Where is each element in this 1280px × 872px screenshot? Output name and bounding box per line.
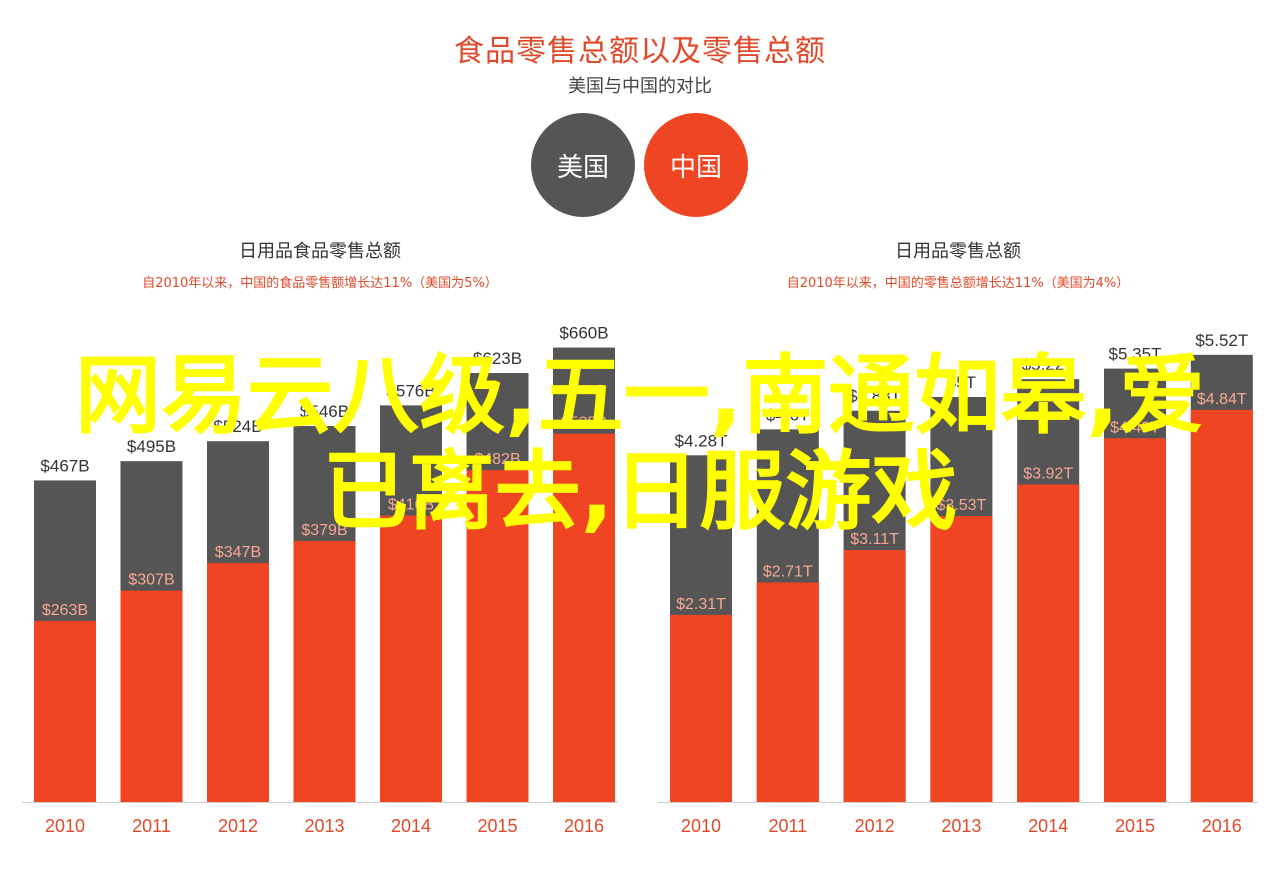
- bar-total-label: $4.6T: [766, 405, 809, 424]
- chart-subtitle: 自2010年以来，中国的零售总额增长达11%（美国为4%）: [787, 275, 1130, 291]
- chart-subtitle: 自2010年以来，中国的食品零售额增长达11%（美国为5%）: [142, 275, 498, 291]
- x-tick-label: 2012: [218, 816, 258, 836]
- bar-food-label: $4.49T: [1110, 419, 1160, 436]
- bar-food: [1104, 438, 1166, 802]
- bar-food: [843, 550, 906, 802]
- bar-total-label: $546B: [300, 402, 349, 421]
- bar-food: [120, 590, 183, 802]
- x-tick-label: 2013: [941, 816, 981, 836]
- bar-food-label: $3.92T: [1023, 465, 1073, 482]
- bar-food-label: $3.11T: [850, 531, 899, 548]
- bar-food-label: $379B: [301, 522, 347, 539]
- bar-food: [670, 614, 732, 802]
- x-tick-label: 2016: [1202, 816, 1242, 836]
- bar-food-label: $4.84T: [1197, 391, 1247, 408]
- x-tick-label: 2011: [132, 816, 171, 836]
- legend-us-circle: 美国: [531, 113, 635, 217]
- x-tick-label: 2015: [477, 816, 517, 836]
- bar-total-label: $5.52T: [1195, 331, 1248, 350]
- bar-total-label: $5.35T: [1109, 345, 1162, 364]
- bar-total-label: $467B: [40, 456, 89, 475]
- chart-title: 日用品零售总额: [895, 241, 1021, 262]
- x-tick-label: 2011: [768, 816, 807, 836]
- bar-food: [756, 582, 819, 802]
- bar-food: [207, 563, 269, 802]
- bar-food: [930, 516, 993, 802]
- bar-food: [293, 541, 356, 802]
- bar-total-label: $623B: [473, 349, 522, 368]
- x-tick-label: 2012: [855, 816, 895, 836]
- bar-total-label: $4.83T: [848, 387, 901, 406]
- bar-total-label: $576B: [386, 381, 435, 400]
- bar-food-label: $3.53T: [936, 497, 986, 514]
- bar-food-label: $347B: [215, 544, 261, 561]
- bar-food: [553, 433, 615, 802]
- x-tick-label: 2016: [564, 816, 604, 836]
- bar-food: [1017, 484, 1080, 802]
- x-tick-label: 2014: [1028, 816, 1068, 836]
- x-tick-label: 2014: [391, 816, 431, 836]
- x-tick-label: 2010: [681, 816, 721, 836]
- x-tick-label: 2010: [45, 816, 85, 836]
- bar-total-label: $524B: [213, 417, 262, 436]
- bar-food: [1190, 409, 1253, 802]
- bar-food-label: $535B: [561, 415, 607, 432]
- bar-food-label: $416B: [388, 497, 434, 514]
- x-tick-label: 2013: [304, 816, 344, 836]
- bar-food: [34, 620, 96, 802]
- bar-food-label: $482B: [474, 451, 520, 468]
- bar-food-label: $2.71T: [763, 563, 813, 580]
- page-subtitle: 美国与中国的对比: [568, 76, 712, 97]
- legend-cn-circle: 中国: [644, 113, 748, 217]
- bar-total-label: $4.28T: [675, 431, 728, 450]
- bar-food: [380, 515, 442, 802]
- bar-total-label: $660B: [559, 324, 608, 343]
- bar-total-label: $5T: [947, 373, 976, 392]
- bar-food-label: $2.31T: [676, 596, 726, 613]
- bar-food-label: $263B: [42, 602, 88, 619]
- bar-total-label: $5.22T: [1022, 355, 1075, 374]
- x-tick-label: 2015: [1115, 816, 1155, 836]
- bar-food-label: $307B: [128, 572, 174, 589]
- page-title: 食品零售总额以及零售总额: [454, 34, 826, 69]
- bar-food: [466, 470, 529, 802]
- chart-title: 日用品食品零售总额: [239, 241, 401, 262]
- bar-total-label: $495B: [127, 437, 176, 456]
